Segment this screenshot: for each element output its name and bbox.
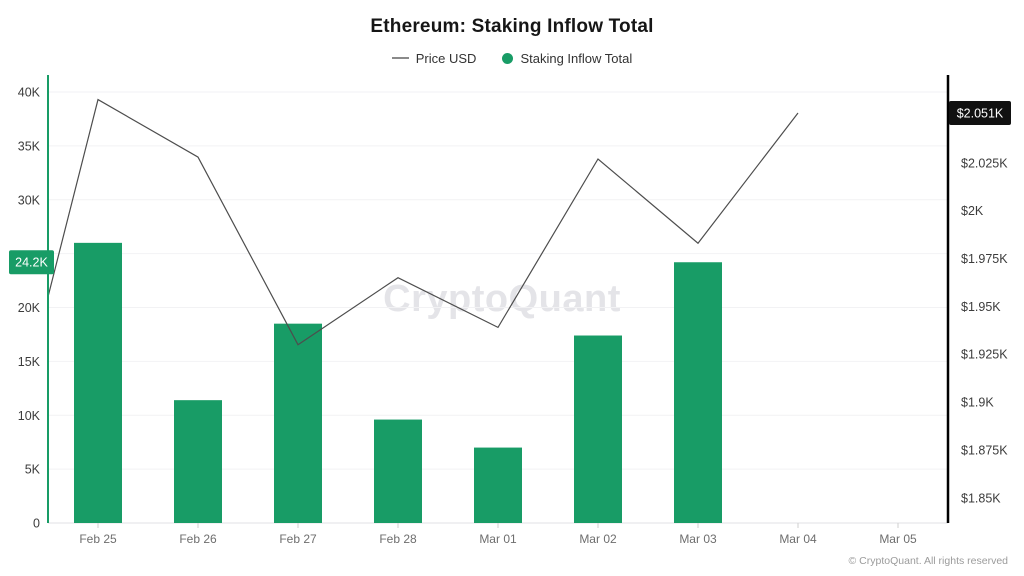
price-line [47, 98, 799, 346]
x-axis-label: Mar 02 [579, 532, 617, 546]
left-axis-tick-label: 35K [18, 139, 41, 153]
left-axis-tick-label: 0 [33, 517, 40, 531]
bar-feb-28 [374, 419, 422, 523]
x-axis-label: Feb 27 [279, 532, 317, 546]
left-axis-tick-label: 15K [18, 355, 41, 369]
x-axis-label: Mar 03 [679, 532, 717, 546]
left-axis-tick-label: 20K [18, 301, 41, 315]
bar-mar-03 [674, 262, 722, 523]
x-axis-label: Feb 25 [79, 532, 117, 546]
copyright-notice: © CryptoQuant. All rights reserved [848, 555, 1008, 567]
cryptoquant-watermark: CryptoQuant [383, 278, 621, 320]
left-axis-tick-label: 30K [18, 193, 41, 207]
bar-mar-02 [574, 335, 622, 523]
x-axis-label: Mar 05 [879, 532, 917, 546]
legend-label-price-usd: Price USD [415, 50, 477, 66]
staking-latest-badge-label: 24.2K [15, 256, 48, 270]
right-axis-tick-label: $1.925K [961, 348, 1008, 362]
chart-title: Ethereum: Staking Inflow Total [370, 16, 654, 37]
legend: Price USD Staking Inflow Total [0, 48, 1024, 68]
right-axis-tick-label: $1.9K [961, 396, 994, 410]
line-marker-icon [391, 57, 409, 59]
x-axis-label: Mar 04 [779, 532, 817, 546]
left-axis-tick-label: 10K [18, 409, 41, 423]
right-axis-tick-label: $1.95K [961, 300, 1001, 314]
x-axis-label: Feb 26 [179, 532, 217, 546]
legend-item-price-usd[interactable]: Price USD [391, 50, 477, 66]
right-axis-tick-label: $2.025K [961, 156, 1008, 170]
left-axis-tick-label: 40K [18, 86, 41, 100]
staking-latest-badge [9, 250, 54, 275]
price-latest-badge [949, 101, 1011, 126]
left-axis-tick-label: 5K [25, 463, 41, 477]
legend-item-staking-inflow[interactable]: Staking Inflow Total [502, 51, 632, 66]
bar-feb-26 [174, 400, 222, 523]
right-axis-tick-label: $1.85K [961, 491, 1001, 505]
right-axis-tick-label: $2K [961, 204, 984, 218]
circle-marker-icon [502, 52, 514, 64]
bar-feb-25 [74, 242, 122, 523]
bar-feb-27 [274, 323, 322, 523]
bar-mar-01 [474, 447, 522, 523]
right-axis-tick-label: $1.875K [961, 443, 1008, 457]
price-latest-badge-label: $2.051K [957, 107, 1004, 121]
x-axis-label: Mar 01 [479, 532, 517, 546]
legend-label-staking-inflow: Staking Inflow Total [520, 50, 633, 66]
right-axis-tick-label: $1.975K [961, 252, 1008, 266]
x-axis-label: Feb 28 [379, 532, 417, 546]
